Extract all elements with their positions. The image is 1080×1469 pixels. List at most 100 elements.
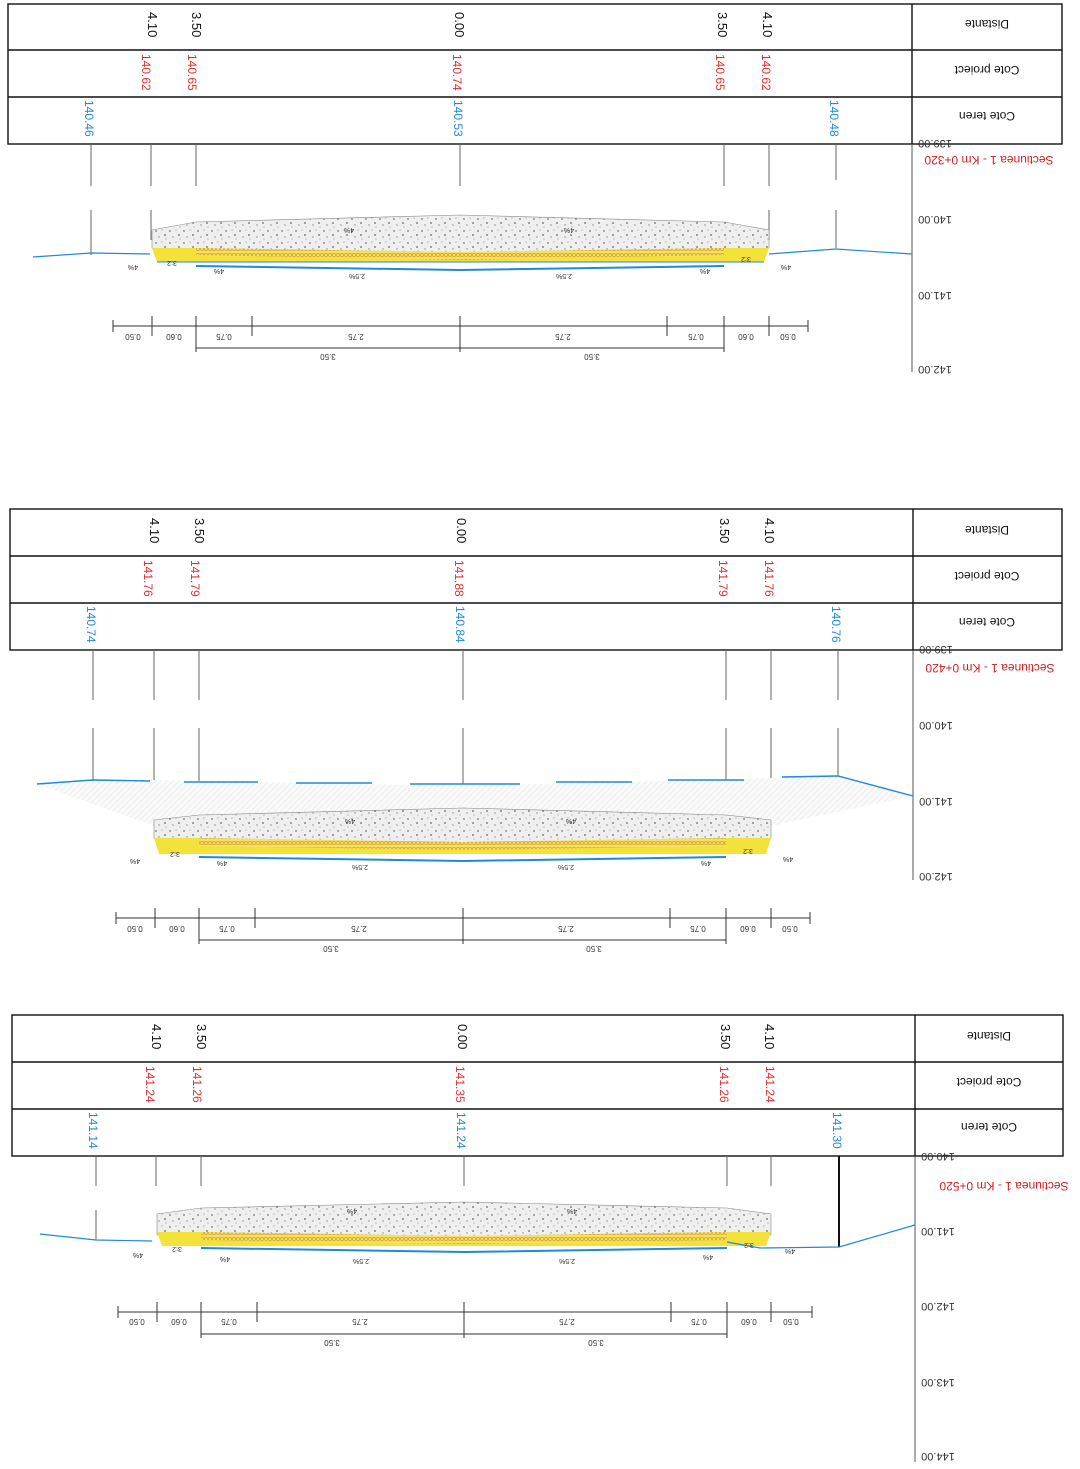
dimension-label: 0.60 [740, 924, 756, 933]
dimension-label: 0.75 [691, 1317, 707, 1326]
dimension-label: 2.75 [348, 332, 364, 341]
terrain-level: 141.24 [454, 1112, 468, 1149]
terrain-level: 140.84 [453, 606, 467, 643]
dimension-label: 3.50 [584, 352, 600, 361]
slope-label: 4% [703, 1253, 713, 1260]
dimension-label: 0.60 [169, 924, 185, 933]
project-level: 140.65 [185, 54, 199, 91]
slope-label: 4% [564, 226, 574, 233]
distance-value: 4.10 [147, 518, 162, 543]
dimension-label: 0.50 [129, 1317, 145, 1326]
section-title: Sectiunea 1 - Km 0+420 [925, 661, 1054, 675]
slope-label: 4% [133, 1251, 143, 1258]
slope-label: 4% [217, 859, 227, 866]
distance-value: 0.00 [454, 518, 469, 543]
project-level: 141.88 [452, 560, 466, 597]
project-level: 140.65 [713, 54, 727, 91]
dimension-label: 0.50 [783, 1317, 799, 1326]
distance-value: 3.50 [192, 518, 207, 543]
slope-label: 2.5% [352, 863, 368, 870]
terrain-line [32, 252, 151, 258]
dimension-label: 0.50 [127, 924, 143, 933]
elevation-label: 141.00 [919, 795, 953, 807]
slope-label: 4% [130, 857, 140, 864]
row-label-distance: Distante [965, 523, 1009, 537]
dimension-label: 0.75 [216, 332, 232, 341]
dimension-label: 3.50 [324, 1338, 340, 1347]
slope-label: 4% [345, 817, 355, 824]
terrain-line [39, 1224, 916, 1249]
slope-label: 2.5% [556, 272, 572, 279]
terrain-line [36, 775, 914, 797]
dimension-lines [115, 908, 811, 944]
slope-label: 4% [344, 226, 354, 233]
distance-value: 4.10 [762, 518, 777, 543]
slope-label: 4% [220, 1255, 230, 1262]
slope-label: 3:2 [167, 259, 177, 266]
project-level: 141.35 [453, 1066, 467, 1103]
row-label-terrain: Cote teren [961, 1120, 1017, 1134]
dimension-label: 0.75 [688, 332, 704, 341]
project-level: 141.24 [143, 1066, 157, 1103]
project-level: 141.76 [141, 560, 155, 597]
project-level: 140.62 [759, 54, 773, 91]
slope-label: 4% [701, 859, 711, 866]
section-3: Distante Cote proiect Cote teren 4.10 3.… [11, 1014, 1069, 1462]
terrain-level: 140.53 [451, 100, 465, 137]
dimension-label: 0.75 [221, 1317, 237, 1326]
dimension-label: 2.75 [559, 1317, 575, 1326]
terrain-level: 140.46 [82, 100, 96, 137]
project-level: 140.74 [450, 54, 464, 91]
distance-value: 4.10 [760, 12, 775, 37]
section-title: Sectiunea 1 - Km 0+520 [939, 1179, 1068, 1193]
slope-label: 4% [128, 263, 138, 270]
row-label-distance: Distante [965, 17, 1009, 31]
slope-label: 4% [781, 263, 791, 270]
dimension-label: 0.50 [782, 924, 798, 933]
dimension-label: 2.75 [351, 924, 367, 933]
dimension-label: 0.75 [690, 924, 706, 933]
distance-value: 3.50 [194, 1024, 209, 1049]
slope-label: 4% [214, 267, 224, 274]
slope-label: 3:2 [170, 850, 180, 857]
pavement-structure [156, 1201, 772, 1254]
distance-value: 3.50 [718, 1024, 733, 1049]
section-1-table-frame [7, 3, 1063, 145]
slope-label: 4% [347, 1207, 357, 1214]
dimension-lines [112, 316, 809, 352]
elevation-label: 142.00 [921, 1300, 955, 1312]
row-label-project: Cote proiect [956, 1075, 1021, 1089]
row-label-project: Cote proiect [954, 569, 1019, 583]
row-label-distance: Distante [967, 1029, 1011, 1043]
elevation-label: 141.00 [918, 289, 952, 301]
elevation-label: 144.00 [921, 1450, 955, 1462]
distance-value: 4.10 [762, 1024, 777, 1049]
distance-value: 4.10 [149, 1024, 164, 1049]
slope-label: 3:2 [172, 1245, 182, 1252]
distance-value: 0.00 [452, 12, 467, 37]
dimension-label: 0.60 [166, 332, 182, 341]
distance-value: 3.50 [717, 518, 732, 543]
dimension-label: 3.50 [586, 944, 602, 953]
project-level: 141.26 [717, 1066, 731, 1103]
terrain-line [768, 248, 913, 255]
elevation-label: 143.00 [921, 1376, 955, 1388]
elevation-label: 140.00 [919, 719, 953, 731]
project-level: 141.79 [716, 560, 730, 597]
project-level: 141.24 [763, 1066, 777, 1103]
terrain-level: 141.30 [830, 1112, 844, 1149]
pavement-structure [151, 214, 770, 272]
project-level: 141.26 [190, 1066, 204, 1103]
elevation-label: 139.00 [919, 643, 953, 655]
section-title: Sectiunea 1 - Km 0+320 [924, 153, 1053, 167]
slope-label: 4% [783, 855, 793, 862]
project-level: 140.62 [139, 54, 153, 91]
dimension-label: 0.50 [125, 332, 141, 341]
dimension-label: 0.60 [741, 1317, 757, 1326]
distance-value: 0.00 [455, 1024, 470, 1049]
section-2: Distante Cote proiect Cote teren 4.10 3.… [9, 508, 1063, 953]
section-3-table-frame [11, 1014, 1064, 1157]
slope-label: 3:2 [744, 1241, 754, 1248]
distance-value: 3.50 [189, 12, 204, 37]
